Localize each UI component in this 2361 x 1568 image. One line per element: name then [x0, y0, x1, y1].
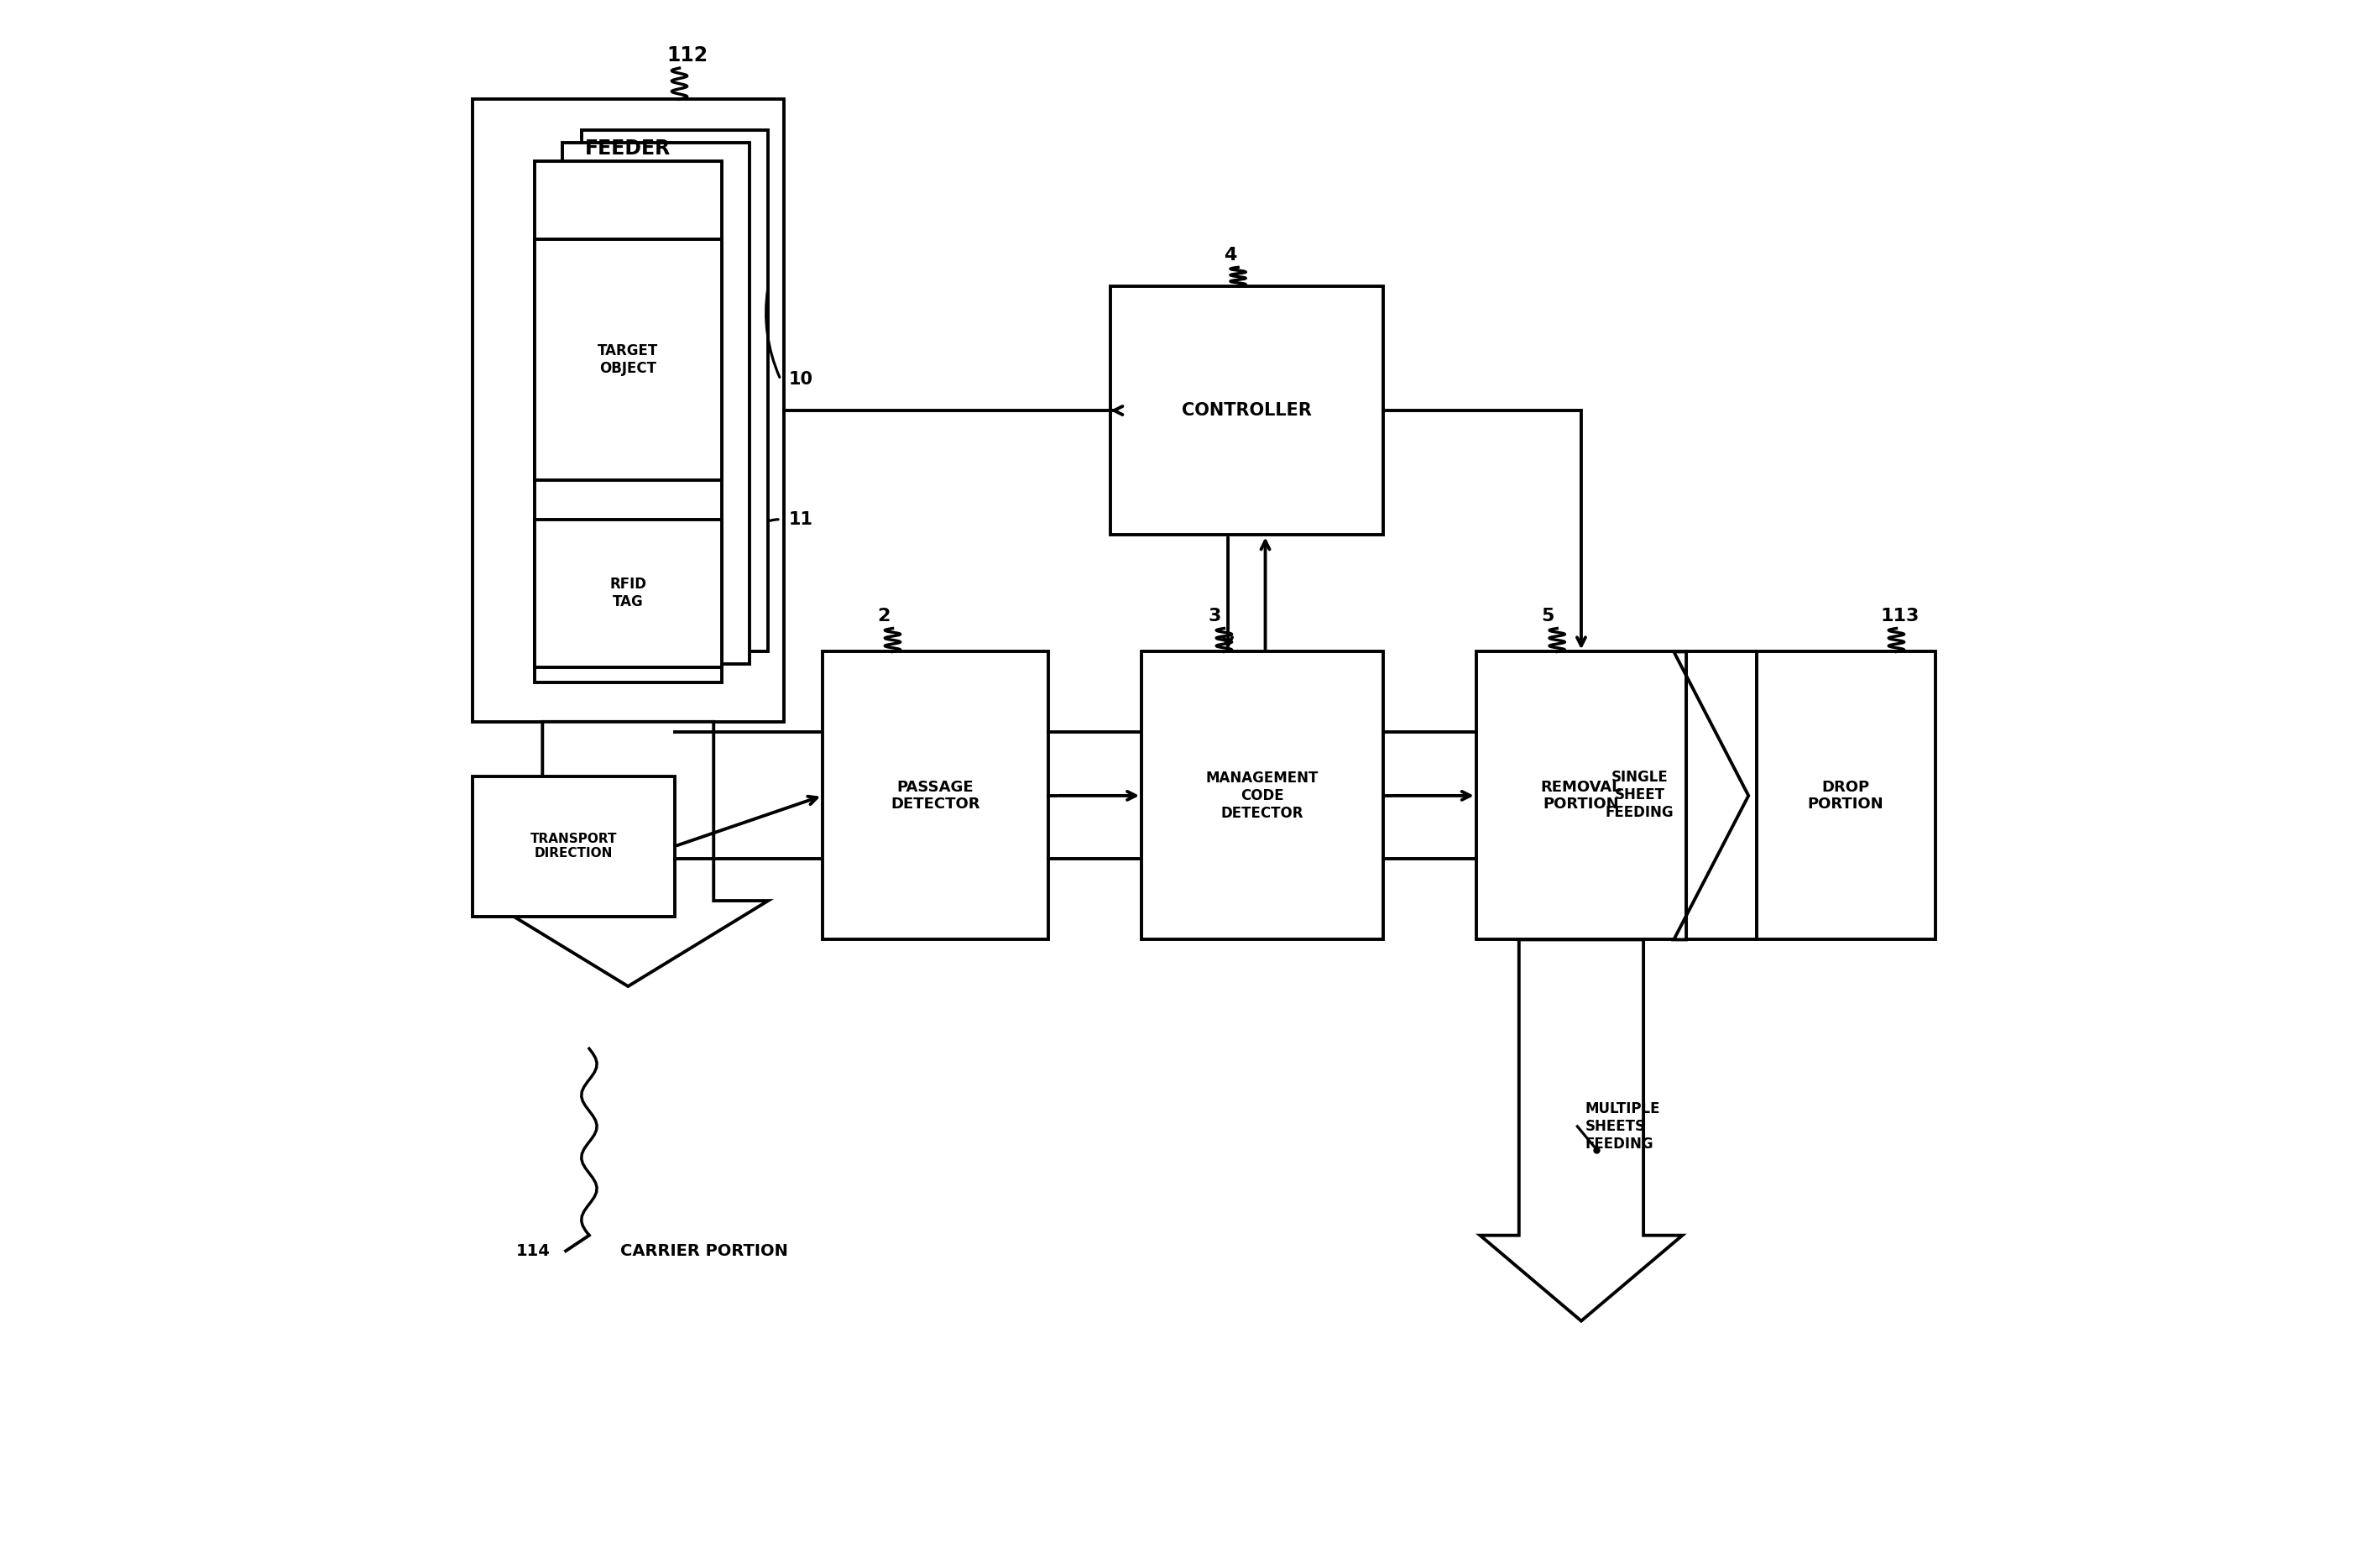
Text: 4: 4 — [1223, 246, 1237, 263]
Text: 3: 3 — [1209, 607, 1221, 624]
Bar — [581, 130, 767, 652]
Bar — [1110, 285, 1384, 535]
Text: 5: 5 — [1542, 607, 1554, 624]
Text: 11: 11 — [789, 511, 812, 528]
Text: 2: 2 — [876, 607, 890, 624]
Text: DROP
PORTION: DROP PORTION — [1809, 779, 1884, 812]
Bar — [472, 776, 675, 916]
Text: RFID
TAG: RFID TAG — [609, 577, 647, 610]
Polygon shape — [489, 721, 767, 986]
Polygon shape — [1480, 939, 1683, 1320]
Bar — [1143, 652, 1384, 939]
Bar — [534, 162, 722, 682]
Text: CONTROLLER: CONTROLLER — [1180, 401, 1313, 419]
Bar — [562, 143, 748, 665]
Text: 113: 113 — [1882, 607, 1919, 624]
Bar — [1476, 652, 1686, 939]
Bar — [822, 652, 1048, 939]
Bar — [534, 519, 722, 668]
Text: 112: 112 — [666, 45, 708, 66]
Text: FEEDER: FEEDER — [586, 138, 671, 158]
Text: 114: 114 — [517, 1243, 550, 1259]
Bar — [534, 240, 722, 480]
Text: TARGET
OBJECT: TARGET OBJECT — [597, 343, 659, 376]
Text: TRANSPORT
DIRECTION: TRANSPORT DIRECTION — [531, 833, 616, 859]
Text: MANAGEMENT
CODE
DETECTOR: MANAGEMENT CODE DETECTOR — [1206, 770, 1317, 820]
Text: MULTIPLE
SHEETS
FEEDING: MULTIPLE SHEETS FEEDING — [1584, 1101, 1660, 1151]
Text: SINGLE
SHEET
FEEDING: SINGLE SHEET FEEDING — [1605, 770, 1674, 820]
Text: 10: 10 — [789, 372, 812, 387]
Bar — [472, 99, 784, 721]
Text: PASSAGE
DETECTOR: PASSAGE DETECTOR — [890, 779, 980, 812]
Text: CARRIER PORTION: CARRIER PORTION — [621, 1243, 789, 1259]
Polygon shape — [1674, 652, 1750, 939]
Text: REMOVAL
PORTION: REMOVAL PORTION — [1542, 779, 1622, 812]
Bar — [1757, 652, 1936, 939]
